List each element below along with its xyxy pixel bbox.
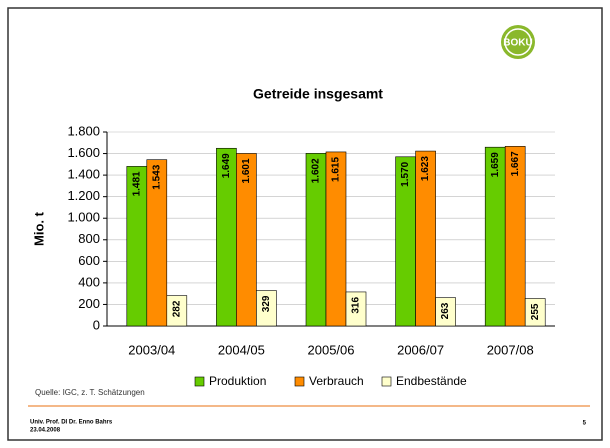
y-tick-label: 1.000 [67, 210, 100, 225]
y-tick-label: 400 [78, 274, 100, 289]
bar [236, 153, 257, 327]
x-tick-label: 2003/04 [128, 342, 175, 357]
x-tick-label: 2004/05 [218, 342, 265, 357]
legend-swatch [294, 376, 305, 387]
data-label: 1.659 [490, 152, 501, 177]
logo-text: BOKU [503, 38, 532, 49]
y-tick-label: 1.400 [67, 167, 100, 182]
bar [415, 150, 436, 327]
bar [146, 159, 168, 327]
data-label: 263 [440, 302, 451, 319]
bar [504, 146, 526, 327]
legend-label: Verbrauch [309, 374, 364, 388]
y-tick-label: 200 [78, 296, 100, 311]
data-label: 255 [530, 303, 541, 320]
data-label: 1.601 [241, 158, 252, 183]
legend-label: Endbestände [396, 374, 467, 388]
bar [345, 291, 367, 327]
bar [435, 297, 456, 327]
footer-date: 23.04.2008 [30, 428, 61, 434]
legend-swatch [381, 376, 392, 387]
y-tick-label: 600 [78, 253, 100, 268]
page-number: 5 [583, 421, 587, 427]
logo-ring [504, 28, 532, 56]
data-label: 1.481 [131, 171, 142, 196]
data-label: 329 [261, 295, 272, 312]
data-label: 1.667 [510, 151, 521, 176]
data-label: 316 [351, 297, 362, 314]
bar [524, 298, 546, 327]
data-label: 1.602 [311, 158, 322, 183]
data-label: 1.543 [151, 164, 162, 189]
source: Quelle: IGC, z. T. Schätzungen [35, 388, 145, 397]
y-axis-label: Mio. t [31, 211, 46, 246]
data-label: 1.570 [400, 161, 411, 186]
data-label: 1.623 [420, 156, 431, 181]
chart-title: Getreide insgesamt [253, 86, 383, 102]
bar [325, 151, 347, 327]
data-label: 282 [171, 300, 182, 317]
bar [256, 290, 277, 327]
y-tick-label: 1.800 [67, 123, 100, 138]
y-tick-label: 1.600 [67, 145, 100, 160]
y-tick-label: 0 [93, 317, 100, 332]
bar [166, 295, 188, 327]
x-tick-label: 2007/08 [487, 342, 534, 357]
logo [501, 25, 535, 59]
x-tick-label: 2005/06 [308, 342, 355, 357]
data-label: 1.649 [221, 153, 232, 178]
data-label: 1.615 [331, 157, 342, 182]
legend-label: Produktion [209, 374, 266, 388]
y-tick-label: 1.200 [67, 188, 100, 203]
y-tick-label: 800 [78, 231, 100, 246]
x-tick-label: 2006/07 [397, 342, 444, 357]
footer-author: Univ. Prof. DI Dr. Enno Bahrs [30, 420, 113, 426]
legend-swatch [194, 376, 205, 387]
